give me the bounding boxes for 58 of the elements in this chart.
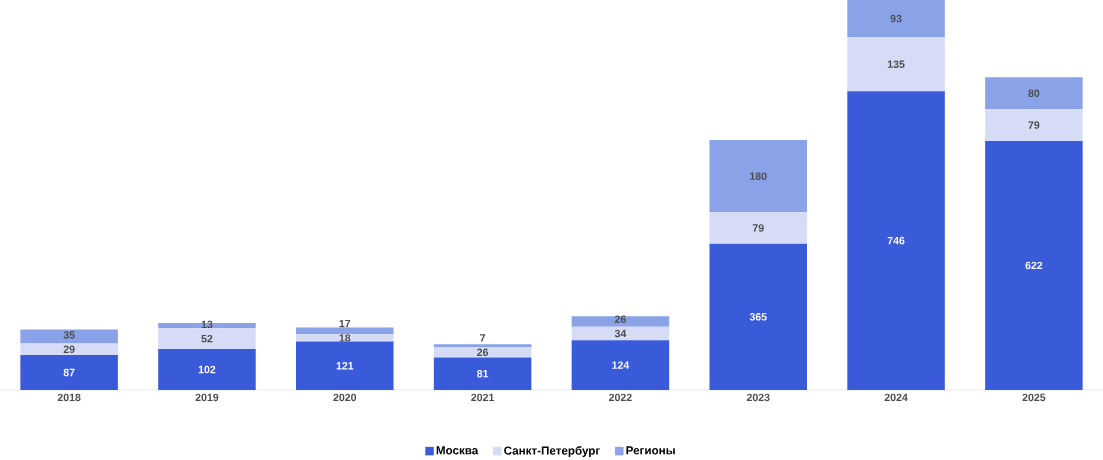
bar (433, 344, 532, 347)
data-label: 35 (63, 331, 75, 339)
bar (20, 343, 118, 355)
x-tick-label: 2023 (746, 393, 770, 401)
x-tick-label: 2020 (333, 393, 357, 401)
data-label: 80 (1028, 89, 1040, 97)
data-label: 79 (752, 224, 764, 232)
legend-label: Регионы (626, 446, 675, 455)
bar (847, 37, 945, 92)
data-label: 93 (890, 14, 902, 23)
data-label: 102 (198, 365, 216, 374)
data-label: 81 (477, 369, 489, 378)
bar (571, 316, 670, 327)
bar (985, 77, 1083, 110)
data-label: 18 (339, 333, 351, 342)
data-label: 121 (336, 361, 354, 370)
data-label: 622 (1025, 261, 1043, 269)
x-tick-label: 2025 (1022, 393, 1046, 401)
legend-label: Москва (436, 446, 479, 455)
bar (158, 322, 256, 329)
bar (847, 91, 945, 390)
bar (20, 329, 118, 344)
bar (433, 357, 532, 390)
data-label: 135 (887, 60, 905, 68)
bar (296, 327, 394, 335)
data-label: 29 (63, 345, 75, 353)
data-label: 746 (887, 236, 905, 245)
data-label: 26 (477, 348, 489, 356)
bar (158, 348, 256, 390)
bar (158, 328, 256, 349)
bar (847, 0, 945, 38)
bar (571, 326, 670, 341)
data-label: 26 (614, 315, 626, 323)
x-tick-label: 2018 (57, 393, 81, 401)
data-label: 87 (63, 368, 75, 377)
bar (433, 346, 532, 358)
bar (296, 341, 394, 390)
legend-label: Санкт-Петербург (504, 445, 600, 457)
data-label: 17 (339, 319, 351, 327)
data-label: 79 (1028, 121, 1040, 129)
bar (571, 340, 670, 390)
data-label: 180 (750, 172, 767, 180)
bar (20, 354, 118, 390)
bar (985, 140, 1083, 390)
data-label: 34 (614, 329, 627, 338)
x-tick-label: 2024 (884, 393, 908, 401)
bar (709, 211, 808, 244)
x-tick-label: 2019 (195, 393, 219, 401)
bar (296, 334, 394, 342)
bar (709, 243, 808, 390)
bar (985, 109, 1083, 141)
x-tick-label: 2021 (471, 393, 495, 401)
data-label: 52 (201, 334, 213, 343)
bar (709, 139, 808, 212)
data-label: 365 (749, 312, 767, 321)
data-label: 7 (480, 334, 486, 342)
x-tick-label: 2022 (609, 393, 632, 401)
data-label: 124 (612, 361, 630, 369)
